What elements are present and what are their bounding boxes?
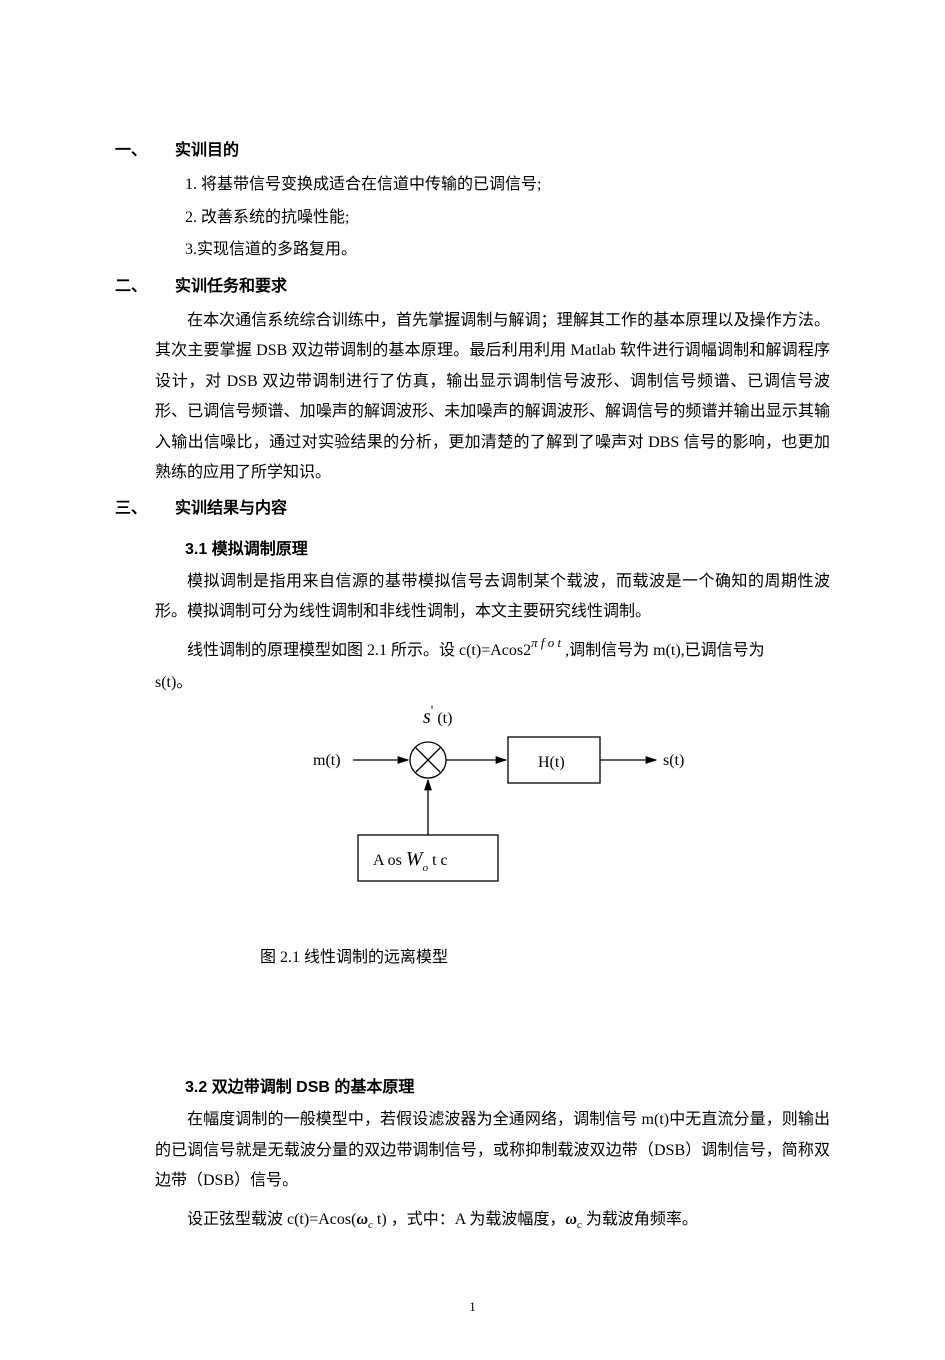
spacer (115, 973, 830, 1063)
section-1-title: 实训目的 (175, 142, 239, 159)
page-number: 1 (115, 1295, 830, 1320)
subsection-3-1-heading: 3.1 模拟调制原理 (115, 535, 830, 565)
diagram-left-label: m(t) (313, 752, 341, 769)
diagram-top-label: s' (t) (423, 705, 452, 728)
section-2-heading: 二、实训任务和要求 (115, 272, 830, 302)
subsection-3-2-heading: 3.2 双边带调制 DSB 的基本原理 (115, 1073, 830, 1103)
diagram-svg: s' (t) m(t) H(t) s(t) A os Wo t c (258, 705, 688, 915)
section-1-heading: 一、实训目的 (115, 136, 830, 166)
p2-exponent: π f o t (531, 635, 561, 650)
section-2-title: 实训任务和要求 (175, 278, 287, 295)
section-2-number: 二、 (115, 272, 175, 302)
omega-1-sub: c (368, 1219, 373, 1231)
p2-text-a: 线性调制的原理模型如图 2.1 所示。设 c(t)=Acos2 (187, 642, 531, 659)
section-1-number: 一、 (115, 136, 175, 166)
section-3-number: 三、 (115, 494, 175, 524)
p2-c: 为载波角频率。 (582, 1211, 698, 1228)
p2-b: t) ，式中：A 为载波幅度， (373, 1211, 565, 1228)
omega-2-sub: c (577, 1219, 582, 1231)
section-2-paragraph: 在本次通信系统综合训练中，首先掌握调制与解调；理解其工作的基本原理以及操作方法。… (115, 306, 830, 488)
section-3-title: 实训结果与内容 (175, 500, 287, 517)
diagram-right-label: s(t) (663, 752, 684, 769)
linear-modulation-diagram: s' (t) m(t) H(t) s(t) A os Wo t c (115, 705, 830, 915)
subsection-3-1-p2c: s(t)。 (115, 668, 830, 698)
omega-1: ω (356, 1211, 368, 1228)
p2-a: 设正弦型载波 c(t)=Acos( (187, 1211, 356, 1228)
subsection-3-1-p2: 线性调制的原理模型如图 2.1 所示。设 c(t)=Acos2π f o t ,… (115, 636, 830, 666)
list-item: 1. 将基带信号变换成适合在信道中传输的已调信号; (185, 170, 830, 200)
list-item: 3.实现信道的多路复用。 (185, 235, 830, 265)
p2-text-b: ,调制信号为 m(t),已调信号为 (561, 642, 765, 659)
omega-2: ω (565, 1211, 577, 1228)
filter-label: H(t) (538, 754, 565, 771)
diagram-caption: 图 2.1 线性调制的远离模型 (115, 943, 830, 973)
document-page: 一、实训目的 1. 将基带信号变换成适合在信道中传输的已调信号; 2. 改善系统… (0, 0, 945, 1360)
list-item: 2. 改善系统的抗噪性能; (185, 203, 830, 233)
subsection-3-1-p1: 模拟调制是指用来自信源的基带模拟信号去调制某个载波，而载波是一个确知的周期性波形… (115, 567, 830, 628)
subsection-3-2-p2: 设正弦型载波 c(t)=Acos(ωc t) ，式中：A 为载波幅度，ωc 为载… (115, 1205, 830, 1235)
section-1-list: 1. 将基带信号变换成适合在信道中传输的已调信号; 2. 改善系统的抗噪性能; … (115, 170, 830, 265)
subsection-3-2-p1: 在幅度调制的一般模型中，若假设滤波器为全通网络，调制信号 m(t)中无直流分量，… (115, 1105, 830, 1196)
section-3-heading: 三、实训结果与内容 (115, 494, 830, 524)
